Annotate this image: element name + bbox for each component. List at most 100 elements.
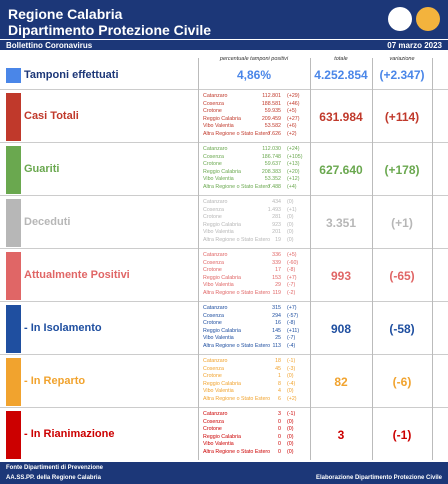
province: Cosenza (203, 365, 224, 372)
change: (-2) (287, 289, 296, 296)
province-row: Reggio Calabria 0 (0) (203, 433, 294, 440)
tamponi-row: Tamponi effettuati percentuale tamponi p… (0, 54, 448, 88)
change: (-3) (287, 365, 296, 372)
province: Vibo Valentia (203, 335, 234, 342)
province-row: Vibo Valentia 29 (-7) (203, 282, 296, 289)
section-name: - In Reparto (24, 375, 86, 387)
province-table: Catanzaro 112.801 (+29) Cosenza 188.581 (+46)… (203, 93, 303, 139)
province-row: Cosenza 294 (-57) (203, 312, 299, 319)
province: Altra Regione o Stato Estero (203, 236, 271, 243)
change: (-7) (287, 282, 296, 289)
province-row: Crotone 16 (-8) (203, 320, 296, 327)
section-name: - In Rianimazione (24, 428, 115, 440)
province: Catanzaro (203, 305, 228, 311)
change: (0) (287, 221, 294, 228)
province: Reggio Calabria (203, 115, 241, 122)
province: Cosenza (203, 100, 224, 107)
divider (310, 58, 311, 460)
province: Altra Regione o Stato Estero (203, 342, 271, 349)
subtitle: Dipartimento Protezione Civile (8, 22, 212, 38)
divider (372, 58, 373, 460)
change: (+178) (384, 163, 420, 177)
province: Catanzaro (203, 358, 228, 364)
change: (+1) (287, 206, 297, 213)
change: (0) (287, 199, 294, 205)
province-row: Catanzaro 434 (0) (203, 199, 294, 205)
change: (+2.347) (379, 68, 425, 82)
province-row: Altra Regione o Stato Estero 113 (-4) (203, 342, 296, 349)
change: (0) (287, 236, 294, 243)
province: Reggio Calabria (203, 168, 241, 175)
change: (+1) (391, 216, 413, 230)
change: (+7) (287, 274, 297, 281)
province-row: Crotone 59.935 (+5) (203, 108, 297, 115)
province: Catanzaro (203, 411, 228, 417)
province: Cosenza (203, 312, 224, 319)
province-row: Altra Regione o Stato Estero 6 (+2) (203, 395, 297, 402)
change: (-7) (287, 335, 296, 342)
section: Deceduti Catanzaro 434 (0) Cosenza 1.493 (+1) C… (0, 195, 448, 250)
change: (0) (287, 433, 294, 440)
province-row: Cosenza 45 (-3) (203, 365, 296, 372)
province-row: Altra Regione o Stato Estero 19 (0) (203, 236, 294, 243)
province: Cosenza (203, 153, 224, 160)
province: Reggio Calabria (203, 380, 241, 387)
province: Catanzaro (203, 199, 228, 205)
province-row: Reggio Calabria 208.383 (+20) (203, 168, 300, 175)
label: Tamponi effettuati (24, 69, 119, 81)
province-row: Vibo Valentia 53.582 (+6) (203, 123, 297, 130)
province-row: Crotone 1 (0) (203, 373, 294, 380)
marker (6, 93, 21, 141)
change: (-1) (287, 358, 296, 364)
province-row: Crotone 0 (0) (203, 426, 294, 433)
divider (432, 58, 433, 460)
change: (+29) (287, 93, 300, 99)
province: Cosenza (203, 418, 224, 425)
footer: Fonte Dipartimenti di Prevenzione AA.SS.… (0, 462, 448, 484)
change: (-8) (287, 320, 296, 327)
caption: percentuale tamponi positivi (219, 56, 289, 62)
province: Vibo Valentia (203, 229, 234, 236)
source: AA.SS.PP. della Regione Calabria (6, 475, 101, 481)
province: Cosenza (203, 206, 224, 213)
province: Vibo Valentia (203, 388, 234, 395)
province: Crotone (203, 426, 222, 433)
province-table: Catanzaro 434 (0) Cosenza 1.493 (+1) Crotone 28… (203, 199, 303, 245)
change: (-6) (392, 375, 412, 389)
change: (+5) (287, 108, 297, 115)
province: Reggio Calabria (203, 327, 241, 334)
province-row: Altra Regione o Stato Estero 119 (-2) (203, 289, 296, 296)
change: (-58) (389, 322, 415, 336)
province-row: Catanzaro 112.030 (+24) (203, 146, 300, 152)
province-row: Cosenza 0 (0) (203, 418, 294, 425)
change: (0) (287, 441, 294, 448)
province: Altra Regione o Stato Estero (203, 183, 271, 190)
province-row: Catanzaro 3 (-1) (203, 411, 296, 417)
province-row: Vibo Valentia 25 (-7) (203, 335, 296, 342)
province-table: Catanzaro 3 (-1) Cosenza 0 (0) Crotone 0 (0) Regg… (203, 411, 303, 457)
change: (-4) (287, 342, 296, 349)
date: 07 marzo 2023 (387, 41, 442, 50)
change: (0) (287, 229, 294, 236)
province: Altra Regione o Stato Estero (203, 130, 271, 137)
province-row: Cosenza 1.493 (+1) (203, 206, 297, 213)
divider (198, 58, 199, 460)
section-name: Casi Totali (24, 110, 79, 122)
province: Reggio Calabria (203, 433, 241, 440)
province: Cosenza (203, 259, 224, 266)
province: Catanzaro (203, 146, 228, 152)
section: Casi Totali Catanzaro 112.801 (+29) Cosenza 1… (0, 89, 448, 144)
source: Fonte Dipartimenti di Prevenzione (6, 465, 104, 471)
province-table: Catanzaro 18 (-1) Cosenza 45 (-3) Crotone 1 (0) R… (203, 358, 303, 404)
change: (-60) (287, 259, 299, 266)
province-row: Catanzaro 315 (+7) (203, 305, 297, 311)
total: 993 (330, 269, 352, 283)
change: (+105) (287, 153, 303, 160)
province: Altra Regione o Stato Estero (203, 395, 271, 402)
caption: totale (334, 56, 348, 62)
province: Crotone (203, 108, 222, 115)
change: (+7) (287, 305, 297, 311)
province-row: Altra Regione o Stato Estero 7.488 (+4) (203, 183, 297, 190)
change: (-4) (287, 380, 296, 387)
